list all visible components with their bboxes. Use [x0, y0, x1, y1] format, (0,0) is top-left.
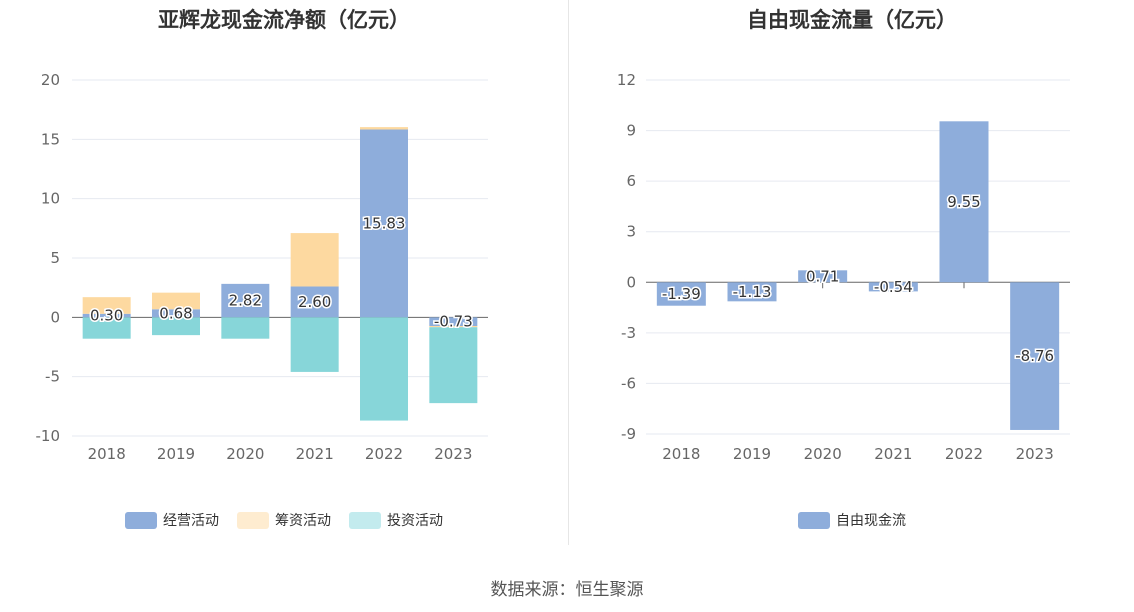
data-label-free-cash-flow-2018: -1.39: [662, 285, 701, 303]
y-tick-label: 0: [626, 273, 636, 291]
legend-item-operating[interactable]: 经营活动: [125, 510, 219, 530]
panel-divider: [568, 0, 569, 545]
y-tick-label: 0: [50, 308, 60, 326]
legend-swatch-financing: [237, 511, 269, 529]
legend-swatch-investing: [349, 511, 381, 529]
legend-swatch-free-cash-flow: [798, 511, 830, 529]
legend-swatch-operating: [125, 511, 157, 529]
data-label-operating-2023: -0.73: [434, 313, 473, 331]
data-label-operating-2018: 0.30: [90, 307, 123, 325]
bar-investing-2019[interactable]: [152, 317, 200, 336]
legend-label-financing: 筹资活动: [275, 513, 331, 529]
left-legend: 经营活动 筹资活动 投资活动: [0, 510, 568, 530]
bar-investing-2018[interactable]: [82, 317, 131, 339]
x-tick-label: 2018: [662, 445, 700, 463]
x-tick-label: 2023: [1016, 445, 1054, 463]
y-tick-label: -3: [621, 324, 636, 342]
bar-investing-2021[interactable]: [290, 317, 339, 372]
legend-label-investing: 投资活动: [387, 513, 443, 529]
bar-operating-2021[interactable]: [290, 286, 339, 318]
bar-operating-2019[interactable]: [152, 309, 200, 318]
y-tick-label: 12: [617, 71, 636, 89]
bar-operating-2023[interactable]: [429, 317, 478, 326]
x-tick-label: 2018: [88, 445, 126, 463]
x-tick-label: 2019: [733, 445, 771, 463]
y-tick-label: 6: [626, 172, 636, 190]
legend-item-free-cash-flow[interactable]: 自由现金流: [798, 510, 906, 530]
right-chart-title: 自由现金流量（亿元）: [747, 8, 957, 32]
y-tick-label: 3: [626, 223, 636, 241]
legend-item-investing[interactable]: 投资活动: [349, 510, 443, 530]
bar-free-cash-flow-2022[interactable]: [939, 121, 989, 283]
bar-financing-2021[interactable]: [290, 233, 339, 287]
left-chart-title: 亚辉龙现金流净额（亿元）: [158, 8, 410, 32]
bar-free-cash-flow-2019[interactable]: [727, 282, 777, 302]
bar-free-cash-flow-2021[interactable]: [868, 282, 918, 292]
x-tick-label: 2020: [226, 445, 264, 463]
y-tick-label: 20: [41, 71, 60, 89]
data-label-free-cash-flow-2023: -8.76: [1015, 347, 1054, 365]
y-tick-label: -9: [621, 425, 636, 443]
right-legend: 自由现金流: [570, 510, 1134, 530]
data-source: 数据来源：恒生聚源: [490, 580, 644, 600]
y-tick-label: 15: [41, 130, 60, 148]
bar-financing-2023[interactable]: [429, 325, 478, 328]
x-tick-label: 2021: [296, 445, 334, 463]
bar-operating-2022[interactable]: [360, 129, 408, 318]
data-label-free-cash-flow-2022: 9.55: [947, 193, 980, 211]
x-tick-label: 2020: [804, 445, 842, 463]
data-label-free-cash-flow-2021: -0.54: [874, 278, 913, 296]
data-label-operating-2019: 0.68: [159, 304, 192, 322]
y-tick-label: -5: [45, 368, 60, 386]
cash-flow-net-panel: 亚辉龙现金流净额（亿元） 20 15 10 5 0 -5 -10 2018 0.30 2019 0.…: [0, 0, 568, 545]
data-label-operating-2020: 2.82: [229, 292, 262, 310]
bar-operating-2020[interactable]: [221, 283, 270, 318]
data-label-free-cash-flow-2020: 0.71: [806, 267, 839, 285]
y-tick-label: 9: [626, 122, 636, 140]
bar-investing-2023[interactable]: [429, 327, 478, 404]
y-tick-label: 10: [41, 190, 60, 208]
bar-free-cash-flow-2023[interactable]: [1010, 282, 1060, 430]
cash-flow-net-chart: 20 15 10 5 0 -5 -10 2018 0.30 2019 0.68 2020 2.82 202…: [36, 71, 488, 463]
legend-label-operating: 经营活动: [163, 513, 219, 529]
data-label-free-cash-flow-2019: -1.13: [733, 283, 772, 301]
bar-financing-2022[interactable]: [360, 127, 408, 130]
x-tick-label: 2019: [157, 445, 195, 463]
y-tick-label: 5: [50, 249, 60, 267]
x-tick-label: 2023: [434, 445, 472, 463]
bar-operating-2018[interactable]: [82, 313, 131, 318]
free-cash-flow-panel: 自由现金流量（亿元） 12 9 6 3 0 -3 -6 -9 2018 -1.39 2019 -1.1…: [570, 0, 1134, 545]
data-label-operating-2021: 2.60: [298, 293, 331, 311]
bar-free-cash-flow-2018[interactable]: [656, 282, 706, 306]
bar-free-cash-flow-2020[interactable]: [798, 270, 848, 283]
bar-investing-2020[interactable]: [221, 317, 270, 339]
data-label-operating-2022: 15.83: [363, 214, 406, 232]
bar-financing-2018[interactable]: [82, 297, 131, 314]
y-tick-label: -10: [36, 427, 61, 445]
legend-label-free-cash-flow: 自由现金流: [836, 513, 906, 529]
y-tick-label: -6: [621, 374, 636, 392]
legend-item-financing[interactable]: 筹资活动: [237, 510, 331, 530]
free-cash-flow-chart: 12 9 6 3 0 -3 -6 -9 2018 -1.39 2019 -1.13 2020 0.71 20…: [617, 71, 1070, 463]
bar-investing-2022[interactable]: [360, 317, 408, 421]
x-tick-label: 2021: [874, 445, 912, 463]
x-tick-label: 2022: [365, 445, 403, 463]
x-tick-label: 2022: [945, 445, 983, 463]
bar-financing-2019[interactable]: [152, 292, 200, 310]
